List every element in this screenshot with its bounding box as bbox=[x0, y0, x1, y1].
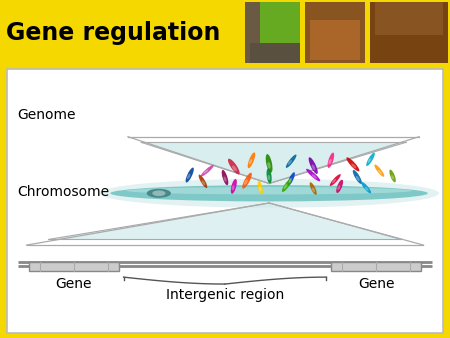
Ellipse shape bbox=[306, 169, 320, 181]
Ellipse shape bbox=[336, 180, 343, 193]
Polygon shape bbox=[141, 142, 406, 184]
Ellipse shape bbox=[353, 170, 362, 184]
Ellipse shape bbox=[288, 160, 292, 165]
Text: Gene: Gene bbox=[56, 276, 92, 290]
Bar bbox=[370, 2, 448, 63]
Ellipse shape bbox=[228, 159, 240, 174]
Ellipse shape bbox=[286, 154, 297, 168]
Ellipse shape bbox=[242, 173, 252, 189]
Ellipse shape bbox=[99, 179, 439, 208]
Ellipse shape bbox=[248, 152, 255, 168]
Ellipse shape bbox=[110, 185, 428, 201]
Ellipse shape bbox=[368, 158, 371, 163]
Ellipse shape bbox=[185, 168, 194, 183]
Ellipse shape bbox=[312, 164, 315, 170]
Text: Gene regulation: Gene regulation bbox=[6, 21, 220, 45]
Ellipse shape bbox=[266, 168, 272, 184]
Ellipse shape bbox=[328, 159, 332, 165]
Ellipse shape bbox=[356, 176, 360, 181]
Ellipse shape bbox=[259, 187, 261, 191]
Bar bbox=[245, 2, 300, 63]
Ellipse shape bbox=[152, 190, 166, 196]
Ellipse shape bbox=[351, 163, 356, 168]
Ellipse shape bbox=[309, 157, 318, 174]
Ellipse shape bbox=[366, 152, 375, 166]
Ellipse shape bbox=[392, 175, 394, 179]
Ellipse shape bbox=[268, 175, 270, 180]
Ellipse shape bbox=[332, 179, 336, 183]
Ellipse shape bbox=[374, 165, 384, 177]
Ellipse shape bbox=[288, 178, 292, 183]
Ellipse shape bbox=[249, 159, 252, 165]
FancyBboxPatch shape bbox=[29, 262, 119, 271]
Ellipse shape bbox=[378, 170, 382, 174]
Ellipse shape bbox=[203, 170, 208, 174]
Ellipse shape bbox=[267, 162, 271, 169]
Ellipse shape bbox=[232, 166, 237, 171]
Ellipse shape bbox=[312, 174, 317, 179]
FancyBboxPatch shape bbox=[7, 69, 443, 333]
Bar bbox=[375, 2, 443, 35]
Ellipse shape bbox=[198, 175, 207, 188]
Ellipse shape bbox=[346, 158, 360, 171]
Ellipse shape bbox=[312, 188, 315, 192]
Ellipse shape bbox=[266, 154, 273, 173]
Ellipse shape bbox=[201, 165, 214, 176]
Ellipse shape bbox=[310, 182, 317, 195]
Ellipse shape bbox=[231, 179, 237, 194]
Text: Chromosome: Chromosome bbox=[18, 185, 110, 199]
Ellipse shape bbox=[126, 187, 412, 194]
Text: Intergenic region: Intergenic region bbox=[166, 288, 284, 302]
Ellipse shape bbox=[282, 179, 292, 192]
Ellipse shape bbox=[244, 179, 248, 185]
Ellipse shape bbox=[328, 152, 334, 168]
Ellipse shape bbox=[288, 172, 295, 186]
Ellipse shape bbox=[389, 170, 396, 183]
Ellipse shape bbox=[365, 187, 369, 191]
Ellipse shape bbox=[284, 184, 288, 189]
Polygon shape bbox=[49, 203, 401, 239]
Bar bbox=[250, 43, 300, 63]
Bar bbox=[310, 20, 360, 60]
Ellipse shape bbox=[361, 182, 371, 193]
FancyBboxPatch shape bbox=[331, 262, 421, 271]
Ellipse shape bbox=[202, 180, 205, 185]
Bar bbox=[260, 2, 300, 43]
Ellipse shape bbox=[222, 170, 228, 185]
Text: Gene: Gene bbox=[358, 276, 394, 290]
Ellipse shape bbox=[337, 185, 340, 190]
Ellipse shape bbox=[258, 181, 263, 194]
Bar bbox=[305, 2, 365, 63]
Ellipse shape bbox=[232, 185, 234, 190]
Ellipse shape bbox=[147, 189, 171, 198]
Ellipse shape bbox=[187, 174, 190, 179]
Ellipse shape bbox=[224, 176, 227, 182]
Ellipse shape bbox=[330, 174, 341, 186]
Text: Genome: Genome bbox=[18, 108, 76, 122]
